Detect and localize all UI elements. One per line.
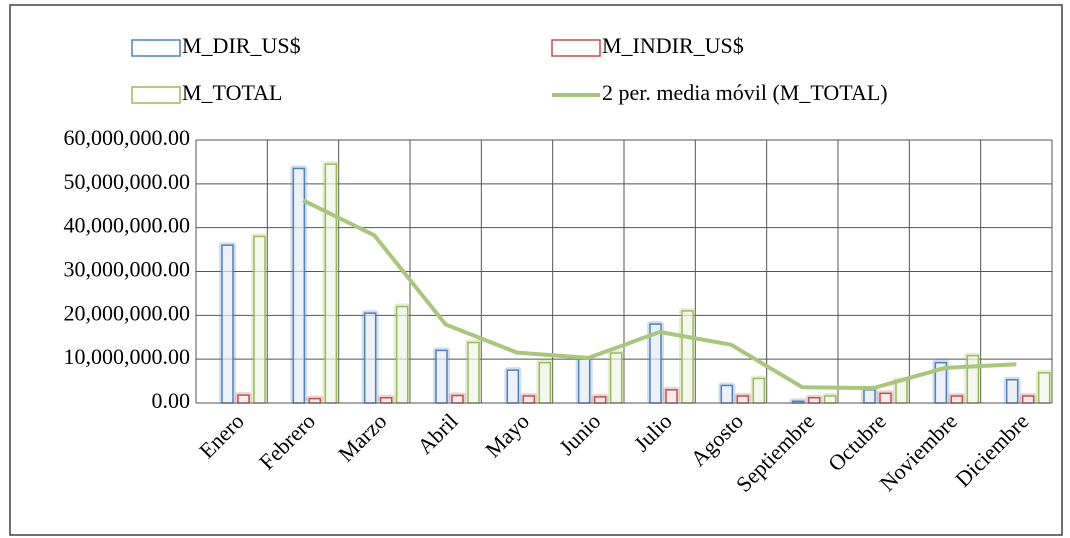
legend-label: M_INDIR_US$ [602,33,744,58]
bar [879,392,892,404]
legend-label: M_TOTAL [182,80,283,105]
y-tick-label: 30,000,000.00 [64,257,191,282]
bar [324,163,338,404]
y-tick-label: 20,000,000.00 [64,300,191,325]
legend-swatch [131,39,181,57]
bar [665,389,678,404]
bar [467,341,480,404]
legend-label: M_DIR_US$ [182,33,301,58]
bar [522,395,536,404]
bar [506,369,520,404]
y-tick-label: 0.00 [152,388,191,413]
moving-average-line [302,198,1017,391]
y-tick-label: 10,000,000.00 [64,344,191,369]
bar [736,395,750,404]
bar [308,397,322,404]
bar [435,349,448,404]
bar [577,358,591,404]
bar [1037,372,1051,404]
y-tick-label: 50,000,000.00 [64,169,191,194]
bar [593,396,607,404]
bar [720,384,734,404]
bar [966,354,980,404]
bar [292,167,306,404]
chart-border [9,4,1063,536]
bar [538,361,552,404]
bar [379,396,393,404]
legend-swatch [131,86,181,104]
bar [237,394,250,404]
bar [395,305,409,404]
bar [363,312,377,404]
bar [752,377,766,404]
bar [1005,379,1019,404]
bar [253,235,266,404]
bar [863,389,876,404]
bar [807,396,821,404]
legend-label: 2 per. media móvil (M_TOTAL) [602,80,888,105]
bar [221,244,234,404]
y-tick-label: 60,000,000.00 [64,125,191,150]
bar [681,310,694,404]
bar [950,395,964,404]
bar [451,394,464,404]
bar [1021,395,1035,404]
y-tick-label: 40,000,000.00 [64,213,191,238]
legend-swatch [551,39,601,57]
bar [823,395,837,404]
bar [895,379,908,404]
bar [609,352,623,404]
